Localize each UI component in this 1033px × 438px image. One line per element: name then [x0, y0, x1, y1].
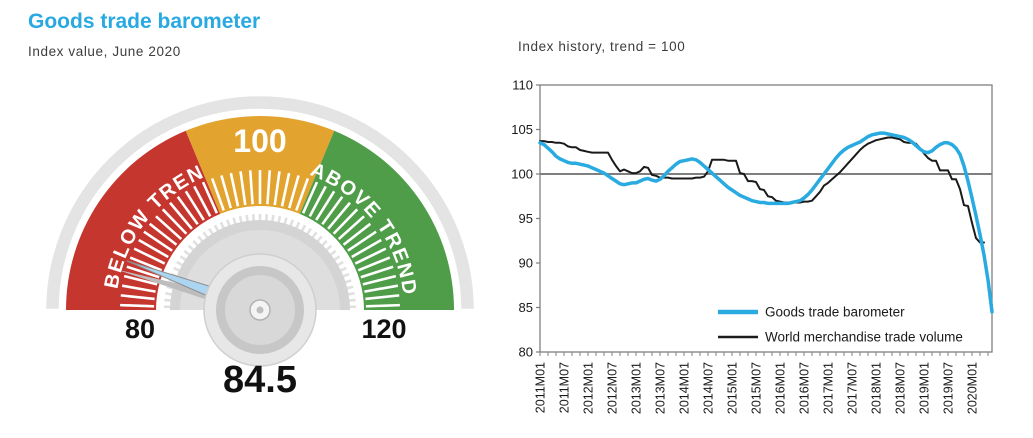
page-subtitle: Index value, June 2020 — [28, 44, 181, 59]
gauge-band-tick — [273, 171, 281, 206]
gauge-band-tick — [287, 175, 300, 209]
gauge-value-label: 84.5 — [223, 359, 297, 401]
x-tick-label: 2016M01 — [774, 362, 788, 414]
gauge-band-tick — [332, 208, 359, 235]
gauge-band-tick — [295, 177, 310, 211]
gauge-band-tick — [337, 215, 365, 241]
gauge-band-tick — [138, 238, 169, 259]
gauge-band-tick — [239, 171, 247, 206]
legend-label-1: World merchandise trade volume — [765, 330, 963, 345]
y-tick-label: 90 — [519, 256, 533, 271]
gauge-band-tick — [176, 195, 199, 226]
gauge-band-tick — [201, 181, 219, 214]
gauge-band-tick — [220, 175, 233, 209]
x-tick-label: 2011M07 — [558, 362, 572, 413]
gauge-band-tick — [210, 177, 225, 211]
gauge-band-tick — [354, 247, 387, 265]
gauge-band-tick — [365, 303, 400, 308]
x-tick-label: 2019M07 — [942, 362, 956, 414]
x-tick-label: 2020M01 — [966, 362, 980, 414]
x-tick-label: 2014M07 — [702, 362, 716, 414]
gauge-band-tick — [362, 274, 397, 286]
line-chart-title: Index history, trend = 100 — [518, 39, 686, 54]
gauge-band-tick — [360, 265, 394, 279]
y-tick-label: 100 — [511, 167, 533, 182]
gauge-band-tick — [315, 190, 336, 221]
gauge-band-tick — [120, 294, 155, 301]
gauge-max-label: 120 — [361, 314, 406, 344]
gauge-band-tick — [280, 172, 291, 207]
x-tick-label: 2011M01 — [534, 362, 548, 413]
legend-label-0: Goods trade barometer — [765, 305, 905, 320]
gauge-band-tick — [301, 181, 319, 214]
gauge-band-tick — [327, 201, 351, 230]
gauge-band-tick — [308, 185, 327, 218]
gauge-segment-2 — [299, 130, 454, 310]
gauge-band-tick — [126, 265, 160, 279]
x-tick-label: 2015M07 — [750, 362, 764, 414]
gauge-band-tick — [155, 215, 183, 241]
x-tick-label: 2018M07 — [894, 362, 908, 414]
x-tick-label: 2013M01 — [630, 362, 644, 414]
y-tick-label: 95 — [519, 211, 533, 226]
y-tick-label: 80 — [519, 345, 533, 360]
x-tick-label: 2014M01 — [678, 362, 692, 414]
y-tick-label: 105 — [511, 122, 533, 137]
gauge-band-tick — [120, 303, 155, 308]
gauge-band-tick — [365, 294, 400, 301]
gauge-band-tick — [133, 247, 166, 265]
gauge-band-tick — [123, 274, 158, 286]
x-tick-label: 2016M07 — [798, 362, 812, 414]
gauge-band-tick — [342, 222, 372, 246]
y-tick-label: 85 — [519, 300, 533, 315]
gauge-band-tick — [143, 230, 173, 252]
x-tick-label: 2012M01 — [582, 362, 596, 414]
gauge-band-tick — [193, 185, 212, 218]
x-tick-label: 2017M01 — [822, 362, 836, 414]
gauge-band-tick — [169, 201, 193, 230]
x-tick-label: 2017M07 — [846, 362, 860, 414]
gauge-band-tick — [184, 190, 205, 221]
gauge-band-tick — [347, 230, 377, 252]
series-line-trade-volume — [539, 136, 985, 244]
gauge-band-tick — [121, 284, 156, 293]
gauge-band-tick — [364, 284, 399, 293]
gauge-segment-0 — [66, 130, 221, 310]
gauge-band-tick — [129, 256, 163, 272]
x-tick-label: 2019M01 — [918, 362, 932, 414]
gauge-band-tick — [351, 238, 382, 259]
gauge-band-tick — [321, 195, 344, 226]
x-tick-label: 2013M07 — [654, 362, 668, 414]
gauge-band-tick — [357, 256, 391, 272]
gauge-band-tick — [148, 222, 178, 246]
x-tick-label: 2015M01 — [726, 362, 740, 414]
gauge-band-tick — [248, 170, 254, 205]
gauge-hub-dot — [256, 306, 264, 314]
gauge-band-tick — [266, 170, 272, 205]
series-line-barometer — [538, 131, 994, 314]
y-tick-label: 110 — [512, 78, 533, 93]
page-title: Goods trade barometer — [28, 10, 261, 33]
gauge-min-label: 80 — [125, 314, 155, 344]
gauge-band-tick — [161, 208, 188, 235]
x-tick-label: 2018M01 — [870, 362, 884, 414]
gauge-segment-1 — [185, 116, 335, 214]
gauge-band-tick — [229, 172, 240, 207]
gauge-outer-ring — [43, 93, 477, 312]
x-tick-label: 2012M07 — [606, 362, 620, 414]
gauge-top-label: 100 — [233, 123, 286, 159]
